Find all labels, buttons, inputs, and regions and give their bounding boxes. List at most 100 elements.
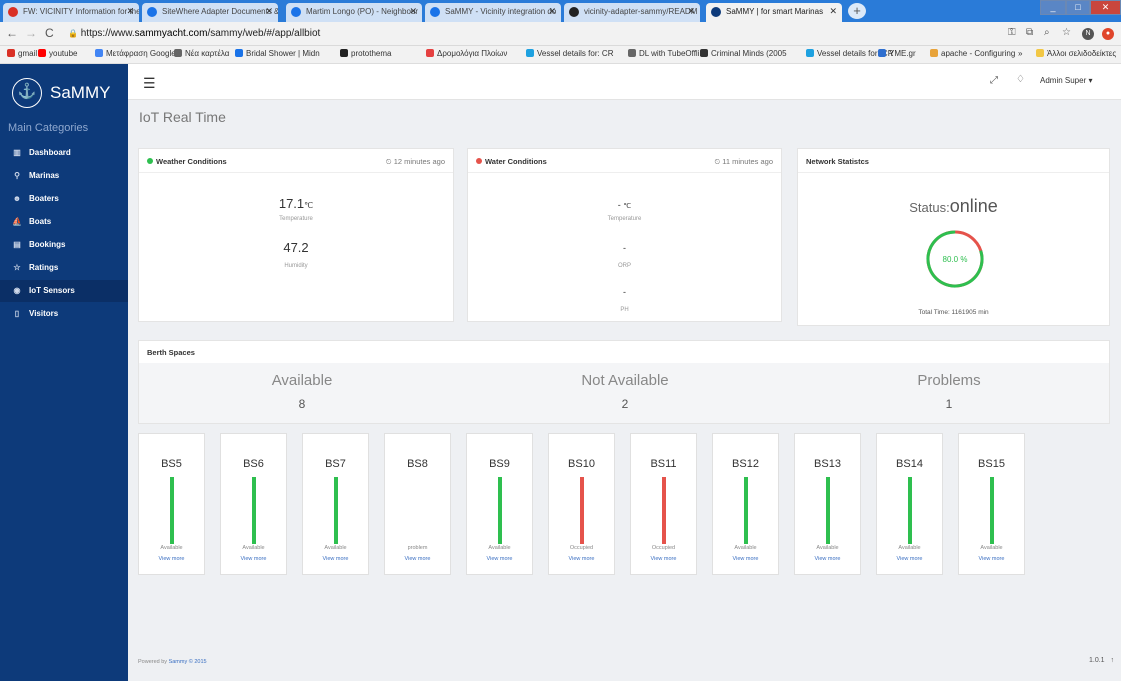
- berth-spaces-card: Berth Spaces Available 8 Not Available 2 P…: [138, 340, 1110, 424]
- star-bookmark-icon[interactable]: ☆: [1062, 27, 1071, 38]
- berth-status: Occupied: [569, 545, 594, 551]
- view-more-link[interactable]: View more: [978, 556, 1005, 562]
- menu-toggle-icon[interactable]: ☰: [143, 75, 156, 91]
- water-orp-label: ORP: [617, 263, 631, 269]
- profile-icon[interactable]: N: [1082, 28, 1094, 40]
- berth-name: BS9: [489, 458, 510, 470]
- water-ph-label: PH: [620, 307, 629, 313]
- network-total-time: Total Time: 1161905 min: [918, 309, 989, 316]
- sidebar-item-dashboard[interactable]: ▥ Dashboard: [0, 142, 128, 164]
- berth-card-bs15: BS15 Available View more: [958, 433, 1025, 575]
- forward-icon[interactable]: →: [25, 26, 37, 40]
- sidebar-item-ratings[interactable]: ☆ Ratings: [0, 257, 128, 279]
- close-tab-icon[interactable]: ✕: [126, 6, 134, 16]
- berth-name: BS10: [568, 458, 595, 470]
- extension-icon[interactable]: ●: [1102, 28, 1114, 40]
- sammy-icon: [711, 7, 721, 17]
- berth-card-bs7: BS7 Available View more: [302, 433, 369, 575]
- bookmark-favicon-icon: [930, 49, 938, 57]
- key-icon[interactable]: ⚿: [1008, 27, 1016, 38]
- water-temperature-value: -: [617, 200, 621, 210]
- footer: Powered by Sammy © 2015: [138, 659, 207, 665]
- view-more-link[interactable]: View more: [568, 556, 595, 562]
- view-more-link[interactable]: View more: [404, 556, 431, 562]
- bookmark-item[interactable]: Vessel details for: CR: [526, 49, 613, 58]
- browser-tab[interactable]: SiteWhere Adapter Documents & ✕: [142, 3, 278, 22]
- close-tab-icon[interactable]: ✕: [548, 6, 556, 16]
- browser-tab[interactable]: SaMMY | for smart Marinas ✕: [706, 3, 842, 22]
- browser-tab-title: SaMMY | for smart Marinas: [726, 7, 824, 16]
- zoom-icon[interactable]: ⌕: [1044, 27, 1050, 38]
- translate-icon[interactable]: ⧉: [1026, 27, 1034, 38]
- browser-tab-title: SiteWhere Adapter Documents &: [162, 7, 278, 16]
- bookmark-favicon-icon: [526, 49, 534, 57]
- browser-tab[interactable]: vicinity-adapter-sammy/READM ✕: [564, 3, 700, 22]
- view-more-link[interactable]: View more: [240, 556, 267, 562]
- bookmark-item[interactable]: apache - Configuring: [930, 49, 1015, 58]
- berth-summary-label: Available: [271, 372, 333, 389]
- view-more-link[interactable]: View more: [486, 556, 513, 562]
- berth-card-bs9: BS9 Available View more: [466, 433, 533, 575]
- browser-tab[interactable]: SaMMY - Vicinity integration do ✕: [425, 3, 561, 22]
- maximize-button[interactable]: □: [1066, 0, 1090, 15]
- view-more-link[interactable]: View more: [322, 556, 349, 562]
- bell-icon[interactable]: ♢: [1016, 74, 1025, 85]
- scroll-top-icon[interactable]: ↑: [1110, 657, 1115, 664]
- bookmark-item[interactable]: YME.gr: [878, 49, 916, 58]
- network-status: Status:online: [798, 196, 1109, 217]
- view-more-link[interactable]: View more: [814, 556, 841, 562]
- view-more-link[interactable]: View more: [896, 556, 923, 562]
- view-more-link[interactable]: View more: [732, 556, 759, 562]
- browser-tab[interactable]: FW: VICINITY Information for the ✕: [3, 3, 139, 22]
- gmail-icon: [8, 7, 18, 17]
- bookmark-item[interactable]: youtube: [38, 49, 77, 58]
- berth-status-bar: [662, 477, 666, 544]
- browser-tab[interactable]: Martim Longo (PO) - Neighbour ✕: [286, 3, 422, 22]
- sidebar-item-boats[interactable]: ⛵ Boats: [0, 211, 128, 233]
- bookmark-label: Criminal Minds (2005: [711, 49, 787, 58]
- other-bookmarks[interactable]: Άλλοι σελιδοδείκτες: [1036, 49, 1116, 58]
- bookmark-item[interactable]: Criminal Minds (2005: [700, 49, 787, 58]
- berth-card-bs8: BS8 problem View more: [384, 433, 451, 575]
- new-tab-button[interactable]: +: [848, 3, 866, 19]
- fullscreen-icon[interactable]: ⤢: [990, 75, 998, 86]
- sidebar-item-bookings[interactable]: ▤ Bookings: [0, 234, 128, 256]
- bookmark-item[interactable]: Vessel details for: CR: [806, 49, 893, 58]
- berth-status: problem: [407, 545, 428, 551]
- footer-brand-link[interactable]: Sammy © 2015: [168, 659, 207, 665]
- berth-status-bar: [252, 477, 256, 544]
- url-field[interactable]: 🔒 https://www.sammyacht.com/sammy/web/#/…: [64, 25, 994, 43]
- berth-name: BS11: [650, 458, 677, 470]
- bookmark-item[interactable]: gmail: [7, 49, 37, 58]
- bookmarks-more[interactable]: »: [1018, 49, 1023, 58]
- user-menu[interactable]: Admin Super ▾: [1040, 76, 1093, 85]
- bookmark-item[interactable]: Νέα καρτέλα: [174, 49, 229, 58]
- berth-name: BS6: [243, 458, 264, 470]
- sidebar-item-boaters[interactable]: ☻ Boaters: [0, 188, 128, 210]
- berth-card-bs5: BS5 Available View more: [138, 433, 205, 575]
- map-pin-icon: ⚲: [14, 171, 20, 180]
- close-tab-icon[interactable]: ✕: [829, 6, 837, 16]
- berth-status: Available: [160, 545, 183, 551]
- close-tab-icon[interactable]: ✕: [409, 6, 417, 16]
- sidebar-item-iot-sensors[interactable]: ◉ IoT Sensors: [0, 280, 128, 302]
- sidebar-item-marinas[interactable]: ⚲ Marinas: [0, 165, 128, 187]
- view-more-link[interactable]: View more: [158, 556, 185, 562]
- close-tab-icon[interactable]: ✕: [687, 6, 695, 16]
- berth-card-bs13: BS13 Available View more: [794, 433, 861, 575]
- other-bookmarks-label: Άλλοι σελιδοδείκτες: [1047, 49, 1117, 58]
- back-icon[interactable]: ←: [6, 26, 18, 40]
- minimize-button[interactable]: _: [1040, 0, 1066, 15]
- bookmark-item[interactable]: Μετάφραση Google: [95, 49, 176, 58]
- bookmark-item[interactable]: protothema: [340, 49, 391, 58]
- brand-logo[interactable]: ⚓ SaMMY: [12, 78, 112, 112]
- close-window-button[interactable]: ✕: [1090, 0, 1121, 15]
- view-more-link[interactable]: View more: [650, 556, 677, 562]
- reload-icon[interactable]: C: [45, 26, 54, 40]
- sidebar-item-visitors[interactable]: ▯ Visitors: [0, 303, 128, 325]
- bookmark-item[interactable]: DL with TubeOffline: [628, 49, 708, 58]
- close-tab-icon[interactable]: ✕: [265, 6, 273, 16]
- bookmark-item[interactable]: Bridal Shower | Midn: [235, 49, 320, 58]
- drive-icon: [430, 7, 440, 17]
- bookmark-item[interactable]: Δρομολόγια Πλοίων: [426, 49, 507, 58]
